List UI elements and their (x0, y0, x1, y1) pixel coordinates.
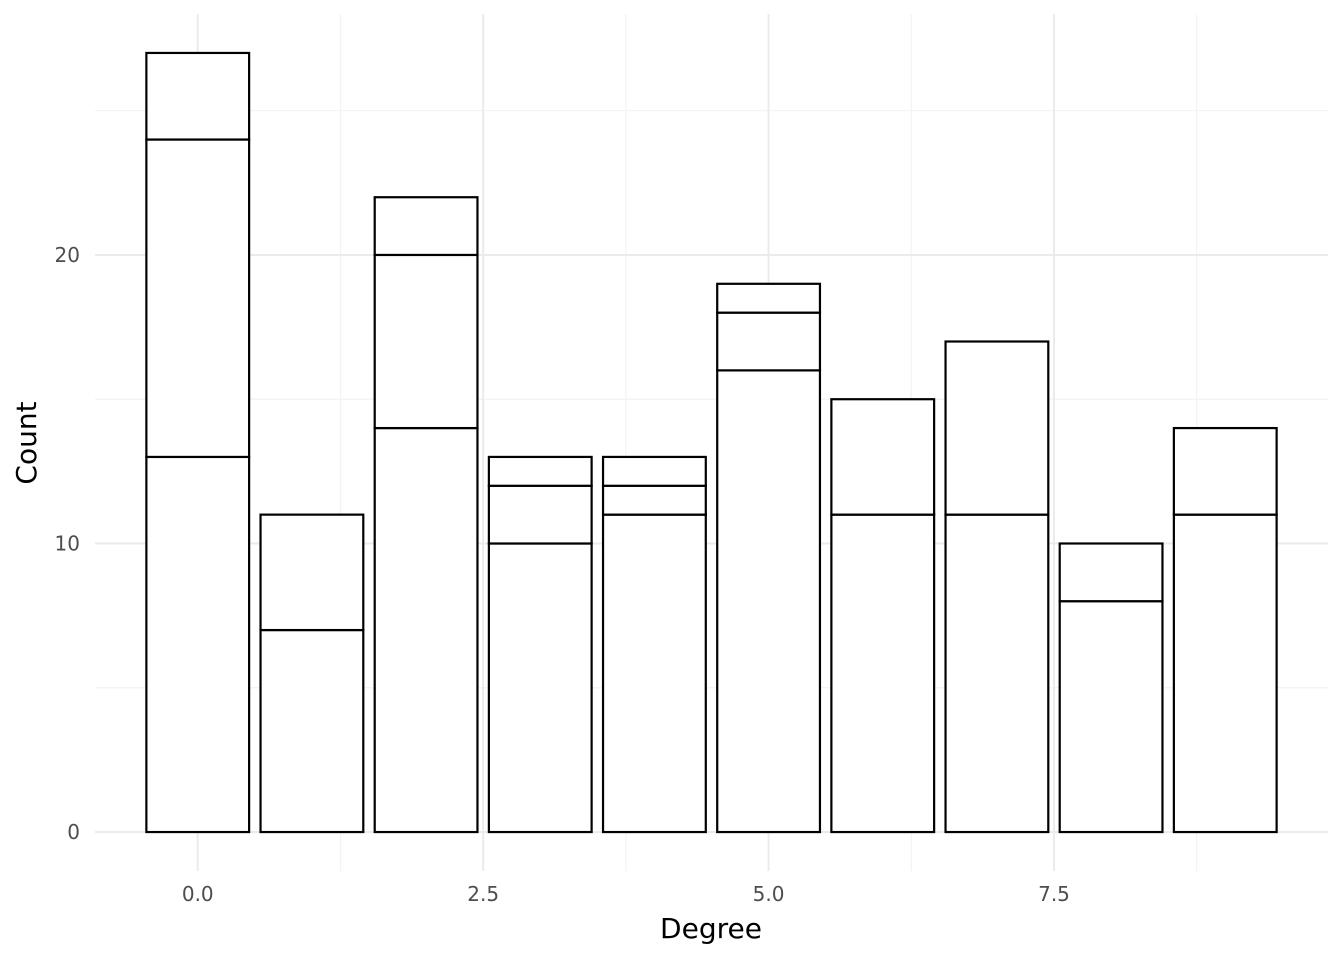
bar-segment (716, 369, 822, 834)
bar-segment (716, 311, 822, 372)
bar-segment (830, 398, 936, 516)
bar-segment (145, 455, 251, 834)
y-tick-label: 10 (55, 531, 80, 555)
y-axis-title: Count (10, 401, 43, 484)
tick-labels: 0.0 2.5 5.0 7.5 0 10 20 (55, 243, 1070, 906)
x-axis-title: Degree (660, 912, 762, 945)
y-tick-label: 20 (55, 243, 80, 267)
bar-segment (145, 138, 251, 459)
bar-segment (487, 455, 593, 487)
bar-segment (487, 542, 593, 834)
bar-segment (1172, 426, 1278, 516)
bar-segment (487, 484, 593, 545)
bar-segment (373, 426, 479, 834)
bar-segment (830, 513, 936, 834)
bar-segment (716, 282, 822, 314)
bar-segment (944, 340, 1050, 516)
bar-segment (944, 513, 1050, 834)
bar-segment (1058, 542, 1164, 603)
bar-segment (1172, 513, 1278, 834)
bar-segment (259, 628, 365, 834)
bar-segment (601, 513, 707, 834)
x-tick-label: 5.0 (753, 882, 785, 906)
x-tick-label: 0.0 (182, 882, 214, 906)
y-tick-label: 0 (67, 820, 80, 844)
x-tick-label: 7.5 (1038, 882, 1070, 906)
bar-segment (373, 196, 479, 257)
bars (145, 51, 1278, 834)
bar-segment (601, 455, 707, 487)
bar-segment (373, 253, 479, 430)
x-tick-label: 2.5 (467, 882, 499, 906)
bar-segment (1058, 600, 1164, 834)
bar-segment (601, 484, 707, 516)
bar-segment (259, 513, 365, 632)
bar-segment (145, 51, 251, 141)
